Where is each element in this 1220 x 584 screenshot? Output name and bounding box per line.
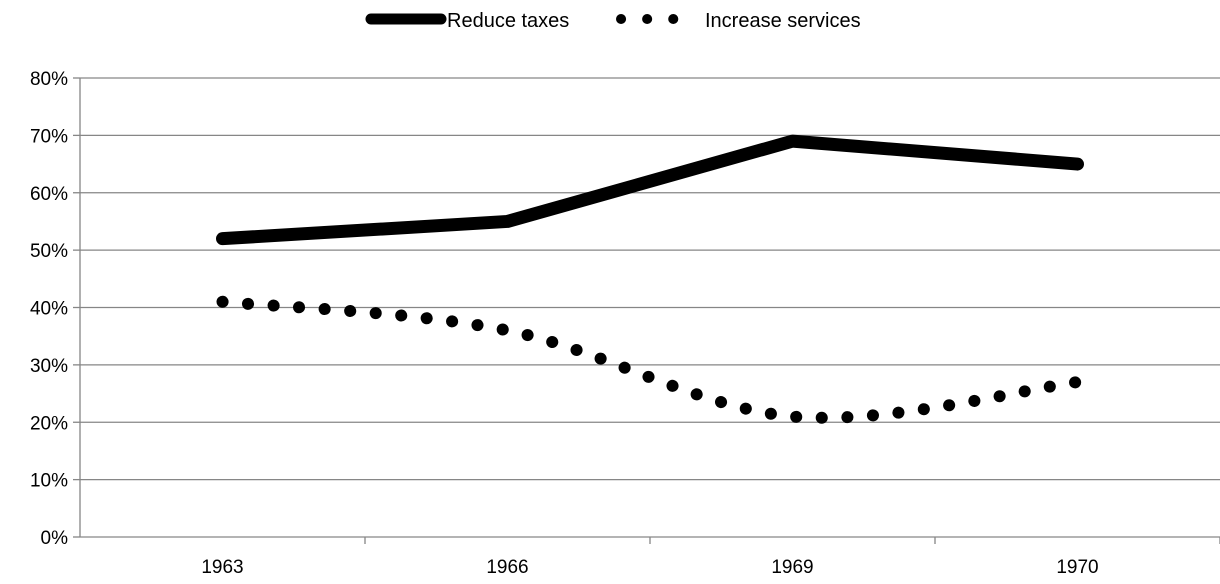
x-tick-label: 1963 (201, 557, 243, 578)
y-tick-label: 20% (30, 413, 68, 434)
chart-gridlines (80, 78, 1220, 480)
chart-series (222, 141, 1077, 418)
y-tick-label: 30% (30, 356, 68, 377)
y-tick-label: 70% (30, 126, 68, 147)
legend-label: Increase services (705, 10, 861, 32)
legend-entry: Reduce taxes (371, 10, 569, 32)
legend-entry: Increase services (621, 10, 861, 32)
y-tick-label: 0% (41, 528, 69, 549)
series-line (223, 302, 1078, 418)
y-tick-label: 10% (30, 471, 68, 492)
x-tick-label: 1969 (771, 557, 813, 578)
chart-legend: Reduce taxes Increase services (371, 10, 861, 32)
y-tick-label: 80% (30, 69, 68, 90)
x-tick-label: 1970 (1056, 557, 1098, 578)
x-tick-label: 1966 (486, 557, 528, 578)
series-line (223, 141, 1078, 239)
y-axis: 0% 10% 20% 30% 40% 50% 60% 70% 80% (30, 69, 80, 549)
legend-label: Reduce taxes (447, 10, 569, 32)
series-reduce-taxes (222, 141, 1077, 239)
y-tick-label: 60% (30, 184, 68, 205)
series-increase-services (222, 302, 1077, 418)
y-tick-label: 50% (30, 241, 68, 262)
y-tick-label: 40% (30, 299, 68, 320)
x-axis: 1963 1966 1969 1970 (80, 537, 1220, 578)
